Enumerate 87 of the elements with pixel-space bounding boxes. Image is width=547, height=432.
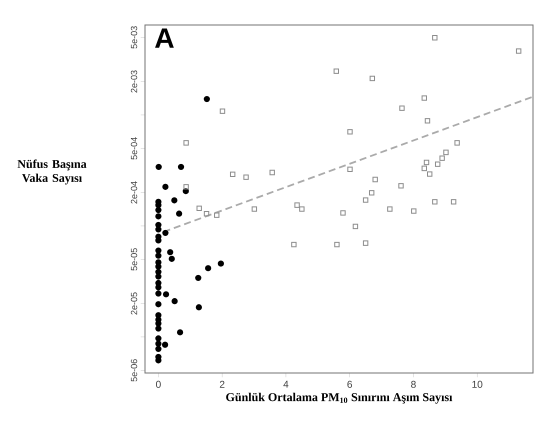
point (294, 202, 300, 208)
point (155, 335, 162, 342)
point (168, 256, 175, 262)
x-tick-label: 0 (156, 380, 161, 388)
y-tick-label: 5e-03 (130, 26, 138, 48)
y-tick-label: 5e-04 (130, 137, 138, 160)
point (230, 172, 236, 177)
point (205, 265, 212, 272)
y-tick-label: 2e-05 (130, 292, 138, 315)
point (176, 329, 184, 336)
x-tick-label: 6 (347, 380, 352, 388)
point (155, 290, 162, 297)
y-tick-label: 5e-06 (130, 359, 138, 382)
point (176, 210, 182, 217)
point (220, 108, 226, 114)
point (214, 212, 220, 218)
annotation: A (155, 28, 174, 48)
x-tick-label: 10 (472, 380, 482, 388)
y-tick-label: 5e-05 (130, 248, 138, 270)
point (162, 184, 169, 190)
point (155, 213, 162, 220)
point (398, 183, 404, 188)
point (172, 298, 178, 304)
point (195, 274, 202, 282)
point (167, 249, 174, 256)
point (450, 199, 456, 204)
point (370, 76, 376, 82)
point (432, 35, 438, 40)
point (171, 197, 178, 204)
point (291, 242, 297, 248)
point (516, 48, 522, 54)
point (411, 208, 416, 214)
point (422, 95, 427, 101)
y-tick-label: 2e-03 (130, 70, 138, 93)
point (155, 325, 162, 332)
point (156, 164, 162, 170)
point (162, 230, 169, 236)
point (155, 206, 162, 214)
point (424, 118, 430, 124)
point (439, 155, 445, 161)
point (347, 129, 353, 134)
point (347, 166, 353, 172)
point (204, 210, 210, 216)
point (252, 206, 258, 212)
point (270, 170, 275, 176)
point (427, 171, 432, 177)
y-axis-title: Nüfus Başına Vaka Sayısı (18, 159, 86, 185)
point (352, 224, 358, 230)
point (155, 226, 162, 233)
point (334, 242, 340, 248)
point (422, 166, 427, 172)
point (162, 342, 168, 348)
x-tick-label: 8 (411, 380, 416, 388)
y-tick-label: 2e-04 (130, 181, 138, 204)
point (434, 161, 440, 167)
point (155, 346, 162, 352)
point (299, 206, 305, 212)
point (155, 340, 162, 347)
point (155, 264, 162, 270)
point (362, 197, 368, 203)
point (334, 68, 339, 74)
point (218, 260, 224, 267)
point (204, 96, 210, 102)
x-tick-label: 2 (220, 380, 224, 388)
x-tick-label: 4 (283, 380, 288, 388)
point (183, 140, 189, 146)
point (243, 174, 249, 180)
point (162, 291, 170, 298)
point (424, 160, 430, 166)
point (196, 206, 202, 212)
point (183, 184, 189, 190)
point (155, 301, 162, 308)
point (178, 164, 184, 170)
point (155, 273, 162, 280)
point (387, 206, 393, 212)
point (368, 190, 374, 196)
point (432, 199, 438, 204)
point (340, 210, 346, 216)
point (372, 176, 378, 182)
point (155, 247, 162, 254)
point (362, 240, 368, 246)
point (454, 140, 460, 146)
point (155, 252, 162, 259)
point (443, 150, 449, 156)
point (196, 304, 202, 310)
x-axis-title: Günlük Ortalama PM$_{10}$ Sınırını Aşım Sayısı (226, 392, 452, 404)
point (399, 105, 405, 111)
